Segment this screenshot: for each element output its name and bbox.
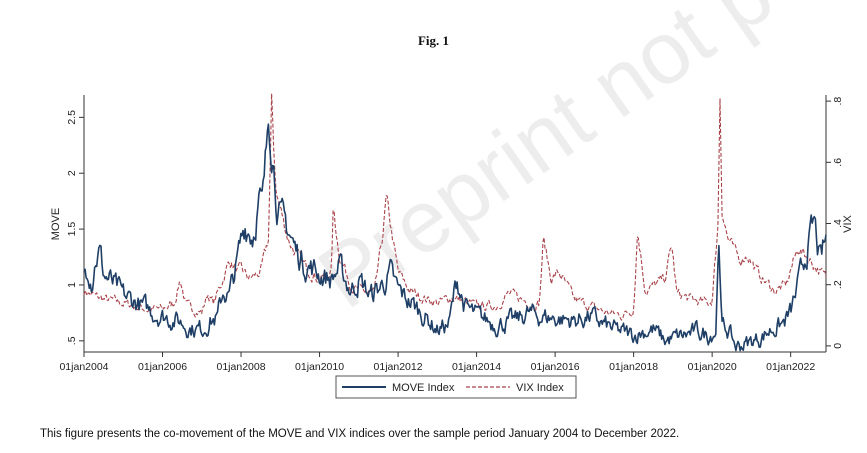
vix-index-line (83, 93, 827, 321)
left-tick-label-0: .5 (66, 336, 78, 345)
x-tick-label-1: 01jan2006 (138, 361, 187, 373)
figure-caption: This figure presents the co-movement of … (40, 428, 680, 440)
x-tick-label-9: 01jan2022 (766, 361, 815, 373)
x-tick-label-2: 01jan2008 (217, 361, 266, 373)
legend-vix-label: VIX Index (516, 382, 564, 394)
x-tick-label-0: 01jan2004 (59, 361, 108, 373)
right-tick-label-0: 0 (832, 343, 844, 349)
legend-move-label: MOVE Index (392, 382, 455, 394)
right-y-axis-label: VIX (842, 214, 854, 232)
x-tick-label-6: 01jan2016 (531, 361, 580, 373)
x-tick-label-3: 01jan2010 (295, 361, 344, 373)
left-y-axis: MOVE .5 1 1.5 2 2.5 (50, 95, 85, 352)
legend: MOVE Index VIX Index (335, 375, 577, 399)
x-tick-label-7: 01jan2018 (609, 361, 658, 373)
left-tick-label-4: 2.5 (66, 110, 78, 125)
legend-box (335, 375, 577, 399)
x-axis: 01jan2004 01jan2006 01jan2008 01jan2010 01ja… (59, 351, 826, 373)
line-chart: 01jan2004 01jan2006 01jan2008 01jan2010 01ja… (50, 93, 854, 399)
left-tick-label-1: 1 (66, 282, 78, 288)
right-tick-label-4: .8 (832, 97, 844, 106)
right-tick-label-3: .6 (832, 158, 844, 167)
x-tick-label-8: 01jan2020 (688, 361, 737, 373)
left-tick-label-3: 2 (66, 170, 78, 176)
move-index-line (83, 123, 827, 352)
right-tick-label-1: .2 (832, 280, 844, 289)
right-y-axis: VIX 0 .2 .4 .6 .8 (825, 95, 854, 352)
series-layer (83, 93, 827, 352)
left-tick-label-2: 1.5 (66, 222, 78, 237)
x-tick-label-5: 01jan2014 (452, 361, 501, 373)
x-tick-label-4: 01jan2012 (374, 361, 423, 373)
left-y-axis-label: MOVE (50, 208, 62, 240)
figure-title: Fig. 1 (417, 33, 450, 48)
right-tick-label-2: .4 (832, 219, 844, 228)
